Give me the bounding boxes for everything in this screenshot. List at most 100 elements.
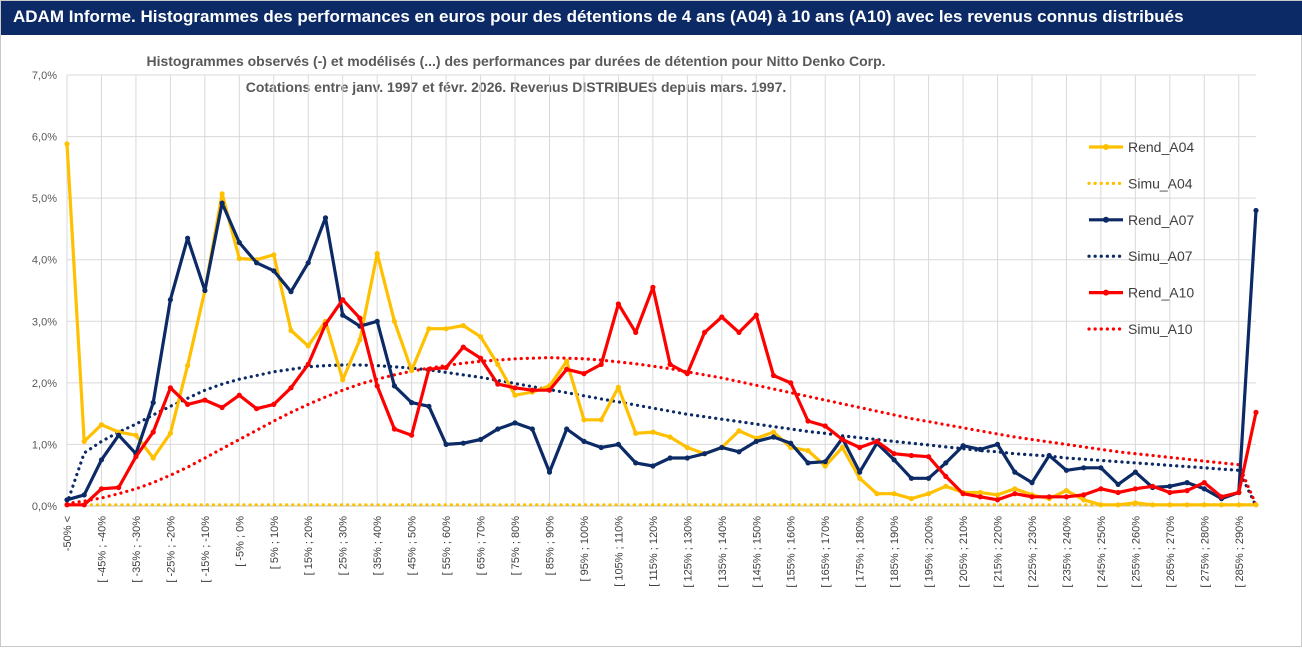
legend-label: Rend_A04 [1128, 139, 1194, 155]
rend-a07-point [926, 475, 932, 481]
rend-a10-point [133, 454, 139, 460]
rend-a04-point [874, 491, 880, 497]
rend-a07-point [943, 460, 949, 466]
rend-a04-point [1098, 502, 1104, 508]
rend-a04-point [288, 327, 294, 334]
rend-a07-point [684, 455, 690, 461]
rend-a07-point [546, 469, 553, 475]
rend-a04-point [926, 491, 932, 497]
rend-a07-point [512, 420, 518, 426]
rend-a10-point [667, 361, 673, 367]
rend-a04-point [460, 323, 466, 329]
rend-a04-point [1150, 502, 1156, 508]
rend-a10-point [822, 423, 828, 429]
x-tick-label: [ 55% ; 60% [441, 516, 453, 576]
y-tick-label: 7,0% [32, 70, 57, 82]
rend-a07-point [564, 426, 570, 432]
rend-a10-point [615, 301, 622, 307]
rend-a10-point [1115, 489, 1121, 496]
legend-label: Rend_A07 [1128, 212, 1194, 228]
rend-a07-point [788, 440, 794, 446]
rend-a10-point [581, 371, 587, 377]
rend-a10-point [857, 444, 863, 451]
x-tick-label: [ 145% ; 150% [751, 516, 763, 588]
rend-a10-point [977, 494, 983, 500]
rend-a07-point [391, 383, 397, 389]
rend-a10-point [443, 364, 449, 371]
rend-a07-point [219, 200, 225, 206]
rend-a10-point [391, 426, 397, 432]
rend-a07-point [81, 492, 87, 498]
rend-a10-point [1012, 491, 1018, 497]
rend-a10-point [478, 355, 484, 361]
x-tick-label: [ 135% ; 140% [717, 516, 729, 588]
simu-a10-line [65, 355, 1258, 507]
legend-item-simu-a10: Simu_A10 [1087, 321, 1193, 337]
y-tick-label: 0,0% [32, 501, 57, 513]
rend-a07-point [908, 475, 915, 481]
rend-a04-point [374, 251, 380, 257]
legend-marker [1103, 289, 1109, 296]
y-tick-label: 4,0% [32, 255, 57, 267]
rend-a10-point [1132, 486, 1138, 492]
rend-a04-point [857, 475, 863, 481]
rend-a07-point [305, 260, 311, 266]
rend-a07-point [478, 436, 484, 443]
rend-a07-point [64, 497, 70, 503]
rend-a07-point [736, 449, 742, 455]
chart-title: Histogrammes observés (-) et modélisés (… [146, 53, 885, 69]
rend-a04-point [512, 392, 518, 398]
rend-a04-point [340, 377, 346, 383]
rend-a04-point [1218, 502, 1225, 508]
rend-a04-point [770, 429, 777, 435]
rend-a10-point [943, 473, 949, 479]
rend-a04-point [478, 334, 484, 340]
rend-a04-point [684, 444, 690, 451]
rend-a10-point [1063, 494, 1069, 500]
x-tick-label: [ 245% ; 250% [1096, 516, 1108, 588]
rend-a10-point [1218, 494, 1225, 500]
rend-a07-point [977, 446, 983, 452]
x-tick-label: [ 25% ; 30% [338, 516, 350, 576]
y-tick-label: 1,0% [32, 439, 57, 451]
rend-a10-point [271, 401, 277, 407]
rend-a10-point [150, 429, 156, 435]
rend-a07-point [1167, 483, 1173, 489]
rend-a04-point [581, 417, 587, 423]
rend-a07-point [650, 463, 656, 469]
rend-a04-point [64, 141, 70, 147]
rend-a10-point [1081, 492, 1087, 498]
rend-a04-point [633, 430, 639, 436]
rend-a10-point [1098, 486, 1104, 492]
x-tick-label: [ 195% ; 200% [924, 516, 936, 588]
rend-a07-point [409, 400, 415, 406]
rend-a07-point [805, 460, 811, 466]
legend-item-rend-a04: Rend_A04 [1089, 139, 1194, 155]
y-tick-label: 2,0% [32, 378, 57, 390]
x-tick-label: [ -45% ; -40% [96, 516, 108, 583]
rend-a04-point [1063, 488, 1069, 494]
rend-a07-point [185, 235, 191, 241]
x-tick-label: -50% < [62, 516, 74, 551]
rend-a10-point [633, 329, 639, 335]
rend-a04-point [1081, 497, 1087, 503]
rend-a10-point [546, 387, 553, 393]
rend-a07-point [236, 239, 242, 246]
rend-a10-point [219, 404, 225, 411]
rend-a10-point [874, 438, 880, 444]
rend-a10-point [805, 418, 811, 424]
x-tick-label: [ 255% ; 260% [1130, 516, 1142, 588]
x-tick-label: [ 35% ; 40% [372, 516, 384, 576]
x-tick-label: [ 125% ; 130% [682, 516, 694, 588]
rend-a07-point [426, 403, 432, 409]
rend-a04-point [219, 191, 225, 197]
y-tick-label: 6,0% [32, 132, 57, 144]
rend-a07-point [615, 441, 622, 447]
rend-a07-line [66, 201, 1258, 502]
rend-a04-point [615, 384, 622, 390]
rend-a04-point [443, 326, 449, 332]
rend-a04-point [977, 489, 983, 496]
rend-a04-point [564, 358, 570, 364]
rend-a04-point [81, 438, 87, 444]
chart-subtitle: Cotations entre janv. 1997 et févr. 2026… [246, 79, 787, 95]
